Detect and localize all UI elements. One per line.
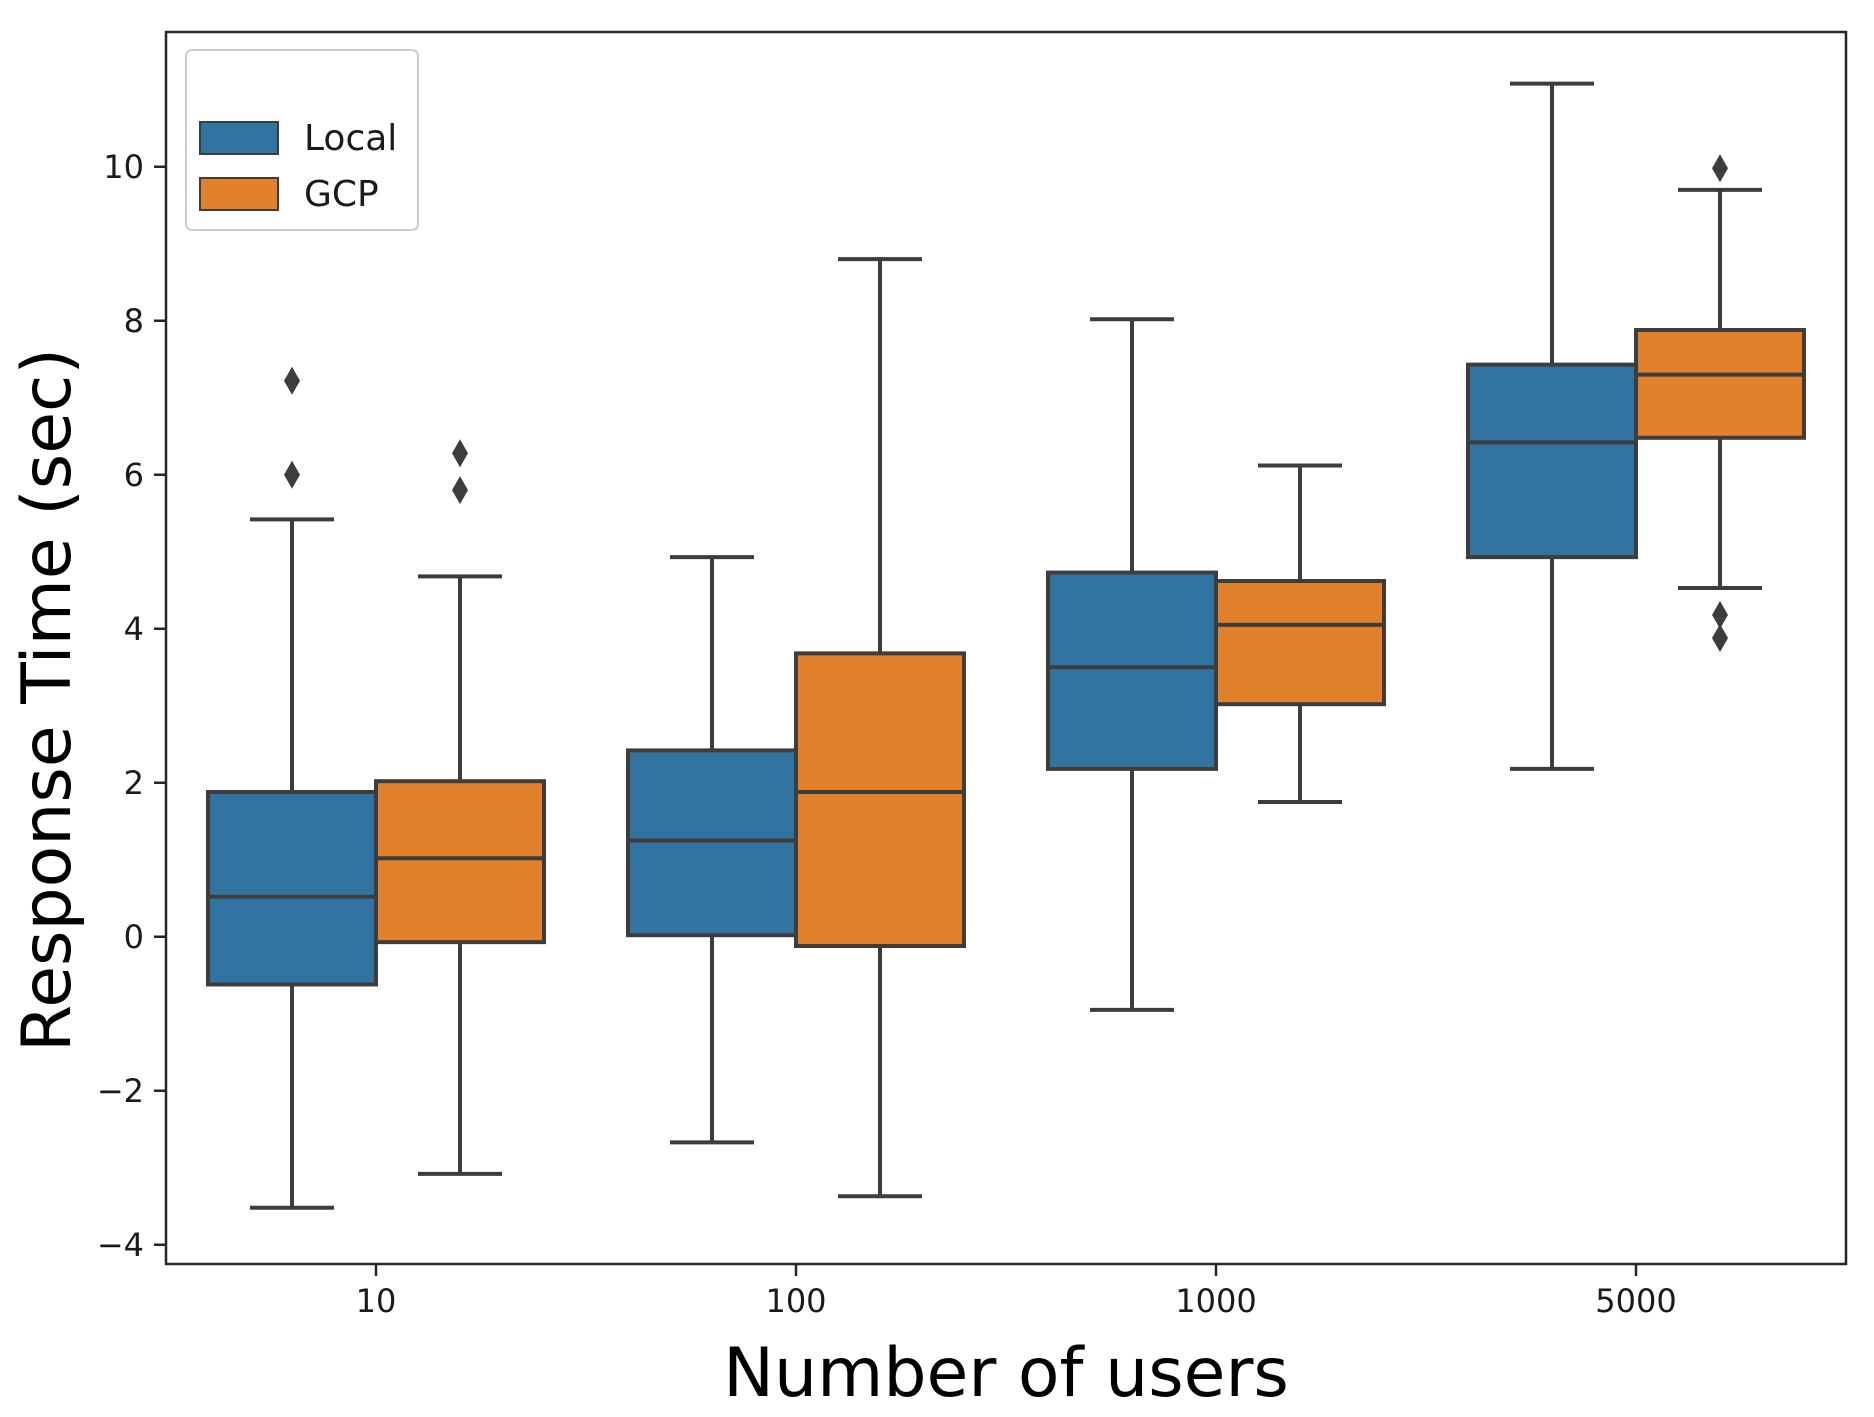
- iqr-box: [626, 748, 798, 938]
- outlier-point: [1712, 600, 1728, 629]
- boxes-layer: [206, 81, 1806, 1210]
- box-local-1000: [1046, 317, 1218, 1012]
- y-tick-label: 0: [124, 918, 144, 956]
- x-tick-label: 5000: [1595, 1282, 1676, 1320]
- outlier-point: [284, 460, 300, 489]
- box-local-10: [206, 366, 378, 1210]
- legend-swatch-gcp: [199, 177, 279, 211]
- outlier-point: [1712, 154, 1728, 183]
- x-axis: 10 100 1000 5000: [356, 1264, 1677, 1320]
- iqr-box: [374, 779, 546, 945]
- iqr-box: [1634, 327, 1806, 440]
- x-tick-label: 10: [356, 1282, 397, 1320]
- outlier-point: [1712, 623, 1728, 652]
- iqr-box: [1046, 570, 1218, 771]
- y-tick-label: 6: [124, 456, 144, 494]
- box-gcp-5000: [1634, 154, 1806, 652]
- y-tick-label: 8: [124, 302, 144, 340]
- outlier-point: [452, 439, 468, 468]
- y-tick-label: −2: [97, 1072, 144, 1110]
- y-tick-label: −4: [97, 1226, 144, 1264]
- plot-area: [164, 30, 1848, 1266]
- y-axis-title: Response Time (sec): [8, 348, 87, 1052]
- box-local-5000: [1466, 81, 1638, 771]
- y-axis: −4 −2 0 2 4 6 8 10: [97, 148, 166, 1264]
- box-gcp-1000: [1214, 463, 1386, 804]
- box-gcp-10: [374, 439, 546, 1176]
- x-tick-label: 1000: [1175, 1282, 1256, 1320]
- iqr-box: [1466, 362, 1638, 560]
- iqr-box: [1214, 579, 1386, 707]
- y-tick-label: 4: [124, 610, 144, 648]
- y-tick-label: 2: [124, 764, 144, 802]
- legend: Local GCP: [185, 49, 419, 231]
- x-axis-title: Number of users: [723, 1334, 1289, 1413]
- iqr-box: [206, 789, 378, 987]
- legend-label-local: Local: [304, 118, 397, 159]
- iqr-box: [794, 651, 966, 948]
- y-tick-label: 10: [103, 148, 144, 186]
- box-gcp-100: [794, 257, 966, 1199]
- legend-label-gcp: GCP: [304, 174, 379, 215]
- outlier-point: [284, 366, 300, 395]
- legend-swatch-local: [199, 121, 279, 155]
- x-tick-label: 100: [765, 1282, 826, 1320]
- outlier-point: [452, 476, 468, 505]
